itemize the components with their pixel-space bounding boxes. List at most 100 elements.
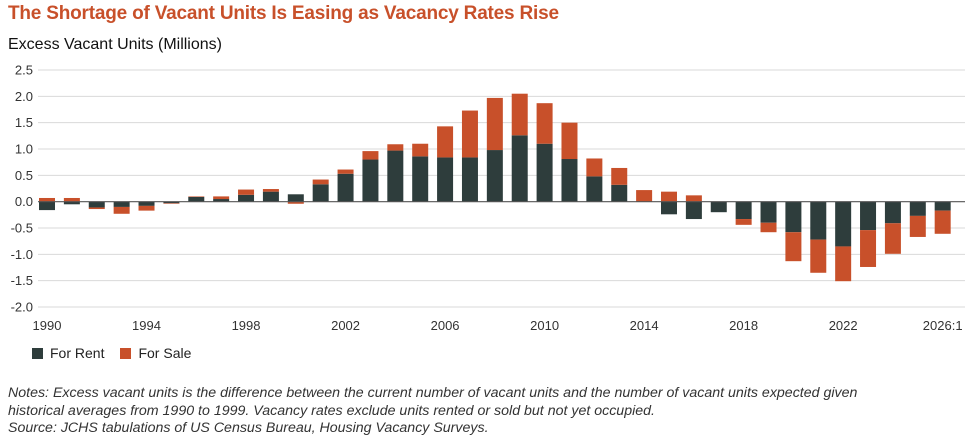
- notes-line-2: historical averages from 1990 to 1999. V…: [8, 402, 655, 419]
- bar-for-rent: [884, 201, 901, 224]
- bar-for-rent: [685, 201, 702, 220]
- bars: [39, 93, 951, 282]
- bar-for-sale: [437, 126, 454, 158]
- bar-for-rent: [561, 159, 578, 202]
- bar-for-rent: [163, 201, 180, 204]
- legend: For Rent For Sale: [32, 345, 207, 361]
- y-tick-label: -1.0: [11, 247, 33, 262]
- bar-for-sale: [138, 205, 155, 211]
- bar-for-sale: [785, 232, 802, 262]
- y-tick-label: 2.5: [15, 63, 33, 78]
- legend-label-rent: For Rent: [50, 345, 105, 361]
- bar-for-rent: [785, 201, 802, 233]
- bar-for-sale: [511, 93, 528, 136]
- x-tick-label: 2006: [431, 318, 460, 333]
- bar-for-sale: [835, 246, 852, 282]
- bar-for-sale: [486, 97, 503, 151]
- x-tick-label: 2018: [729, 318, 758, 333]
- bar-for-sale: [636, 190, 653, 202]
- legend-swatch-rent: [32, 347, 43, 359]
- notes-line-1: Notes: Excess vacant units is the differ…: [8, 385, 858, 401]
- bar-for-sale: [312, 179, 329, 185]
- bar-for-rent: [934, 201, 951, 211]
- bar-for-rent: [760, 201, 777, 223]
- bar-for-rent: [287, 194, 304, 202]
- notes: Notes: Excess vacant units is the differ…: [8, 385, 968, 438]
- y-tick-label: 0.0: [15, 194, 33, 209]
- bar-for-sale: [287, 201, 304, 204]
- bar-for-sale: [661, 191, 677, 202]
- bar-for-sale: [337, 169, 354, 174]
- legend-label-sale: For Sale: [138, 345, 192, 361]
- bar-for-sale: [113, 206, 130, 214]
- bar-for-sale: [860, 230, 877, 267]
- x-tick-label: 2010: [530, 318, 559, 333]
- bar-for-rent: [860, 201, 877, 231]
- bar-for-sale: [238, 189, 255, 195]
- bar-for-sale: [909, 215, 926, 237]
- y-tick-label: 1.0: [15, 142, 33, 157]
- bar-for-rent: [486, 150, 503, 202]
- bar-for-sale: [461, 110, 478, 158]
- bar-for-rent: [238, 194, 255, 202]
- bar-for-sale: [735, 219, 752, 225]
- bar-for-rent: [262, 191, 279, 202]
- bar-for-rent: [461, 157, 478, 202]
- bar-for-sale: [39, 197, 55, 202]
- x-tick-label: 2022: [829, 318, 858, 333]
- y-tick-label: -0.5: [11, 221, 33, 236]
- bar-for-sale: [163, 203, 180, 204]
- bar-for-sale: [188, 196, 205, 197]
- bar-for-rent: [511, 135, 528, 202]
- x-tick-label: 1994: [132, 318, 161, 333]
- bar-for-sale: [412, 143, 429, 157]
- bar-for-rent: [213, 199, 230, 202]
- bar-for-sale: [387, 144, 404, 151]
- bar-for-rent: [312, 184, 329, 202]
- bar-for-sale: [760, 222, 777, 233]
- bar-for-rent: [710, 201, 727, 213]
- bar-for-rent: [536, 143, 553, 202]
- bar-for-rent: [661, 201, 677, 215]
- bar-for-sale: [685, 195, 702, 202]
- bar-for-rent: [39, 201, 55, 211]
- x-tick-label: 2014: [630, 318, 659, 333]
- bar-for-rent: [909, 201, 926, 216]
- legend-swatch-sale: [120, 347, 132, 359]
- bar-for-sale: [586, 158, 603, 177]
- bar-for-sale: [88, 207, 105, 210]
- y-tick-label: 0.5: [15, 168, 33, 183]
- bar-for-rent: [188, 196, 205, 202]
- legend-item-rent: For Rent: [32, 345, 104, 361]
- bar-for-sale: [611, 167, 628, 185]
- bar-for-rent: [611, 184, 628, 202]
- x-tick-label: 2026:1: [923, 318, 963, 333]
- bar-for-rent: [63, 201, 80, 205]
- bar-for-rent: [138, 201, 155, 206]
- bar-for-sale: [934, 210, 951, 234]
- x-tick-label: 1990: [33, 318, 62, 333]
- y-tick-label: -2.0: [11, 300, 33, 315]
- bar-for-sale: [810, 239, 827, 273]
- bar-for-rent: [113, 201, 130, 207]
- y-tick-label: -1.5: [11, 273, 33, 288]
- bar-for-rent: [437, 157, 454, 202]
- bar-for-rent: [362, 159, 379, 202]
- chart-title: The Shortage of Vacant Units Is Easing a…: [8, 3, 559, 24]
- bar-for-sale: [561, 122, 578, 160]
- bar-for-sale: [262, 189, 279, 192]
- y-tick-label: 2.0: [15, 89, 33, 104]
- y-tick-label: 1.5: [15, 115, 33, 130]
- bar-for-sale: [362, 151, 379, 160]
- bar-for-sale: [884, 223, 901, 254]
- bar-for-sale: [213, 196, 230, 200]
- bar-for-rent: [88, 201, 105, 208]
- legend-item-sale: For Sale: [120, 345, 191, 361]
- bar-for-rent: [337, 173, 354, 202]
- y-axis-title: Excess Vacant Units (Millions): [8, 36, 222, 53]
- x-tick-label: 1998: [232, 318, 261, 333]
- bar-for-rent: [835, 201, 852, 247]
- bar-for-rent: [387, 150, 404, 202]
- bar-for-sale: [536, 103, 553, 144]
